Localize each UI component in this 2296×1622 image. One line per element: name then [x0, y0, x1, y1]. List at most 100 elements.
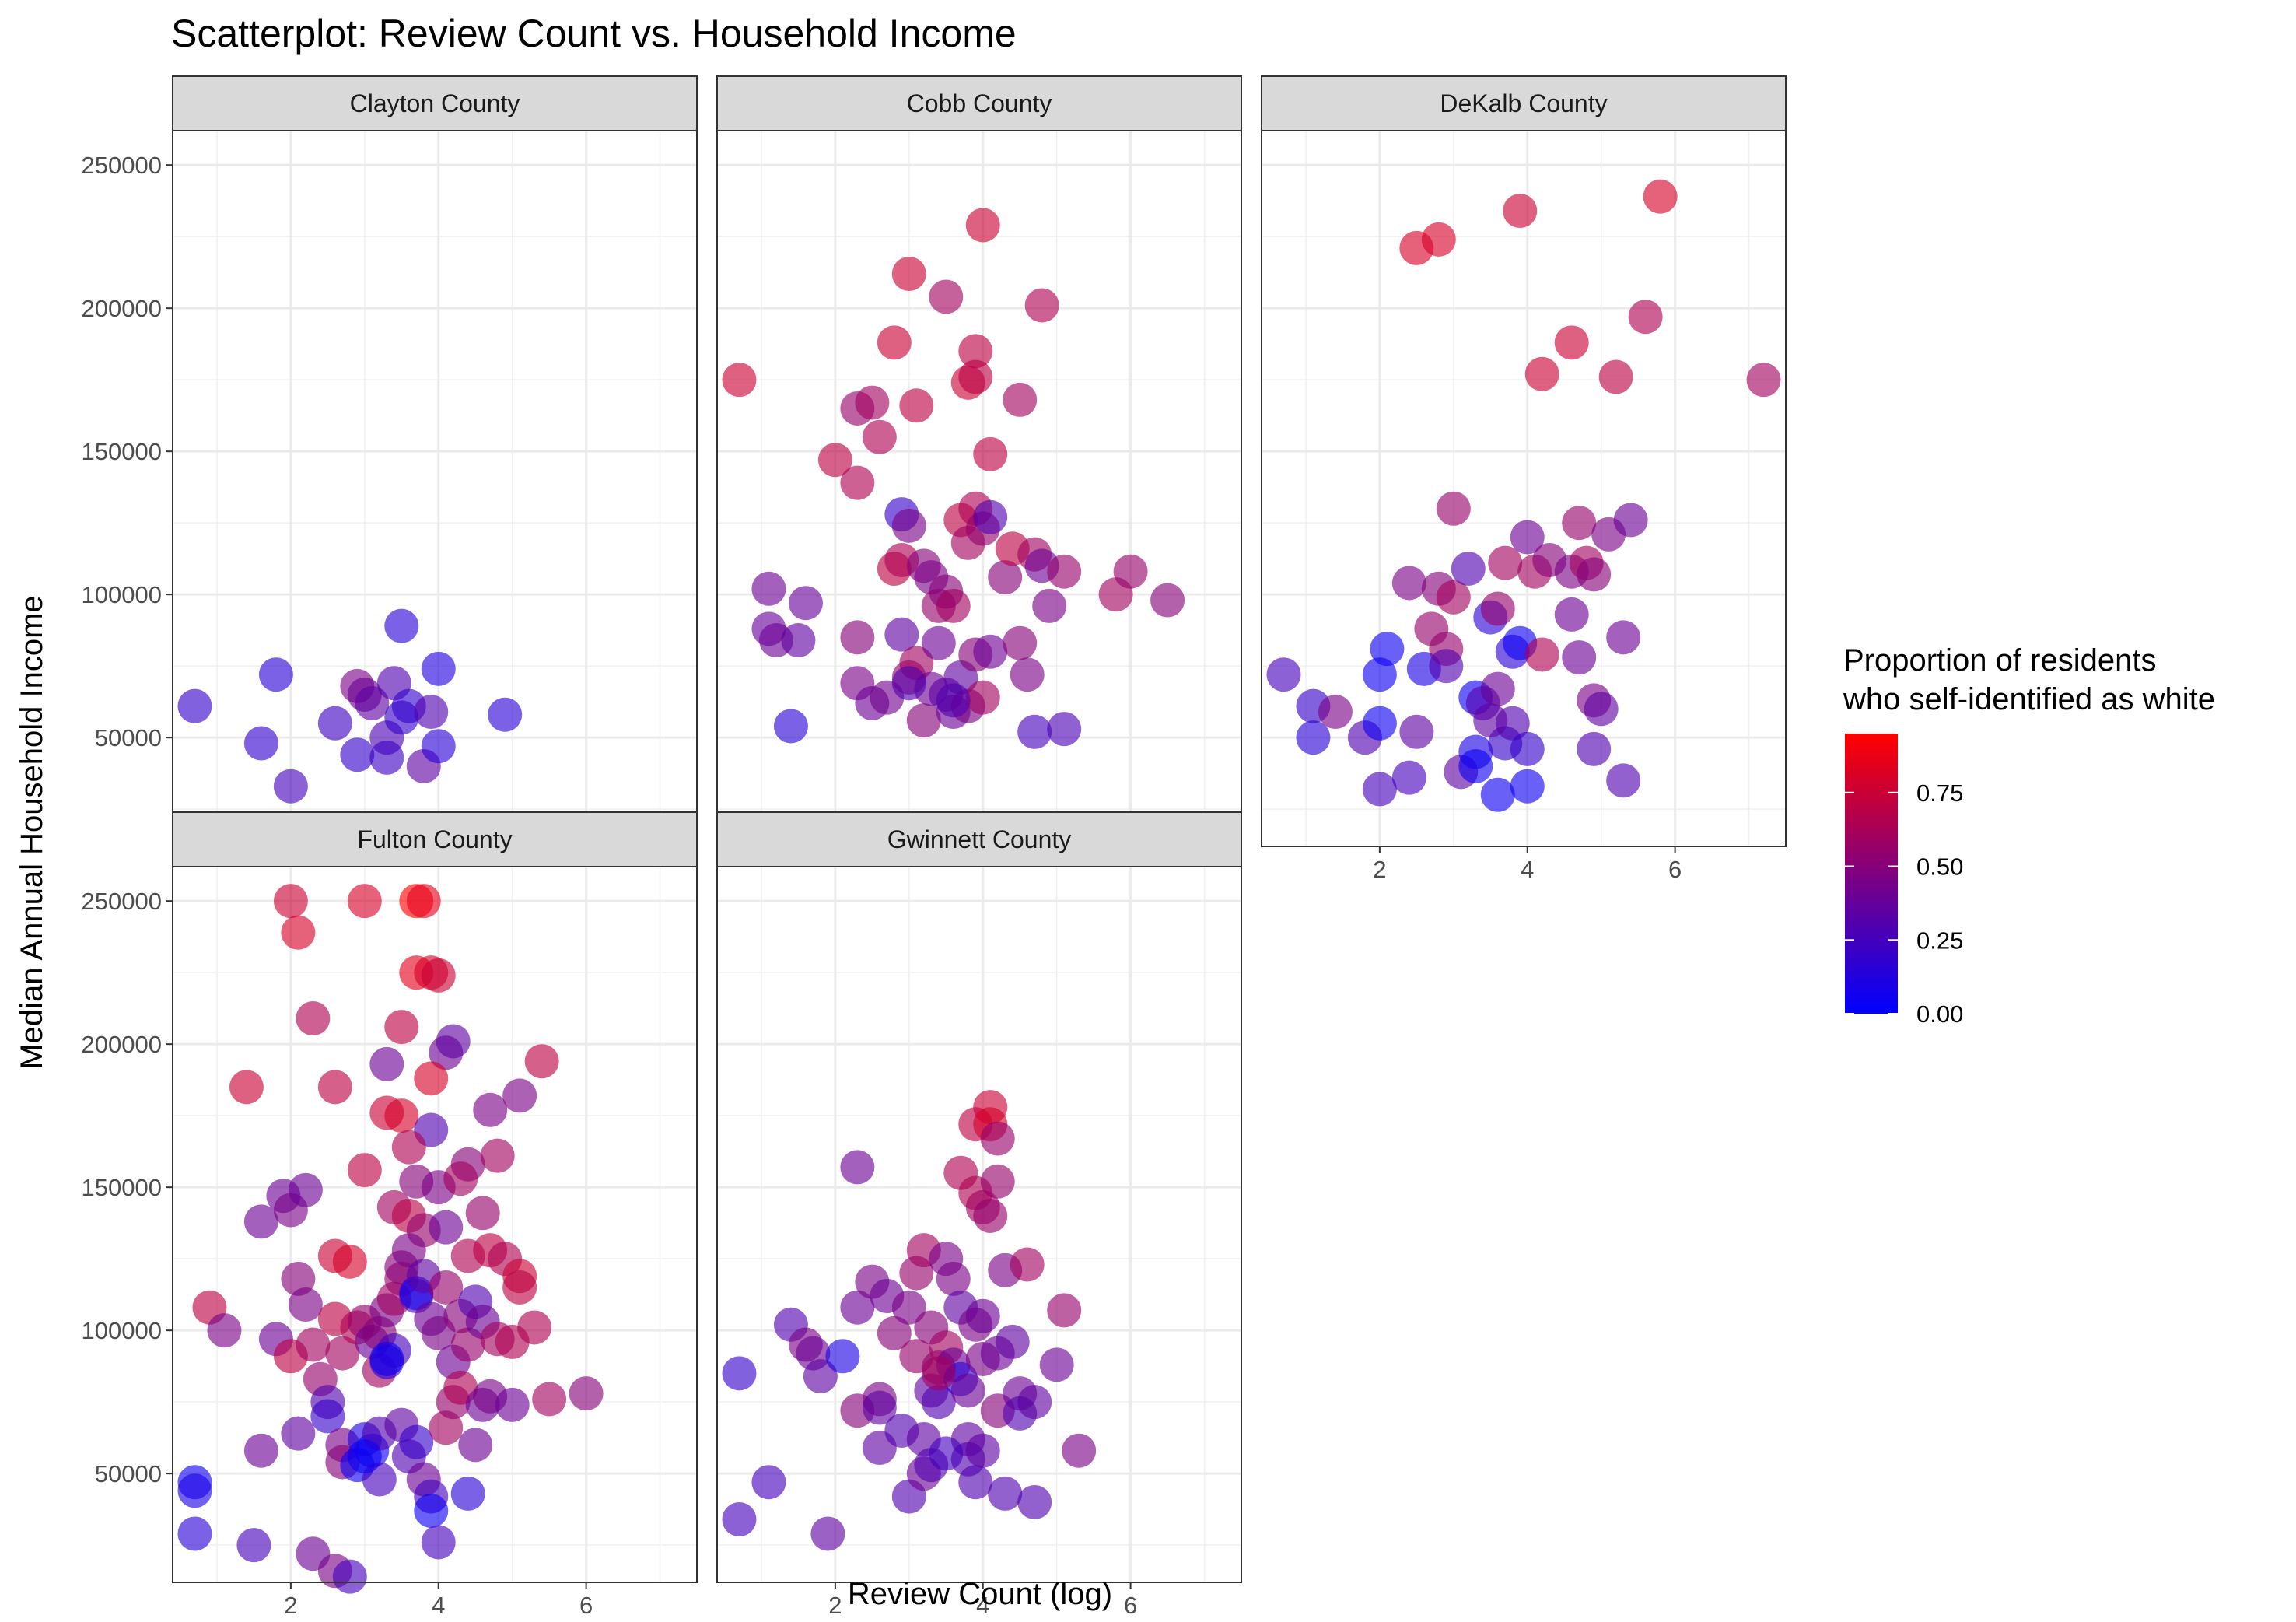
data-point: [384, 1098, 419, 1133]
x-tick-label: 4: [1521, 856, 1534, 883]
data-point: [980, 1164, 1015, 1199]
facet-panel-cobb-county: Cobb County: [716, 75, 1242, 847]
x-tick-label: 6: [1668, 856, 1682, 883]
data-point: [1047, 554, 1082, 589]
data-point: [1391, 760, 1426, 795]
data-point: [1017, 714, 1052, 749]
data-points: [177, 608, 523, 804]
data-point: [310, 1399, 345, 1434]
data-points: [722, 1090, 1097, 1551]
data-point: [921, 1356, 956, 1391]
data-point: [773, 709, 808, 744]
legend-tick-label: 0.75: [1916, 779, 1963, 807]
color-legend: Proportion of residents who self-identif…: [1843, 643, 2215, 1028]
data-point: [1613, 503, 1648, 538]
data-point: [1024, 288, 1059, 323]
data-point: [1746, 363, 1781, 398]
legend-tick-label: 0.00: [1916, 1000, 1963, 1028]
data-point: [1458, 748, 1493, 783]
data-point: [988, 560, 1023, 595]
panel-border: [172, 866, 698, 1583]
facet-panel-clayton-county: Clayton County 50000 100000 150000 200000 250…: [82, 75, 698, 847]
data-point: [722, 363, 757, 398]
data-point: [929, 1436, 964, 1471]
data-point: [273, 884, 308, 919]
data-point: [524, 1044, 559, 1079]
data-point: [929, 279, 964, 314]
y-tick-label: 200000: [82, 1031, 162, 1058]
data-point: [243, 1204, 278, 1239]
data-point: [1113, 554, 1148, 589]
data-point: [281, 1261, 316, 1296]
data-point: [399, 1424, 434, 1459]
data-point: [429, 1210, 464, 1245]
data-point: [347, 884, 382, 919]
data-point: [1062, 1433, 1097, 1468]
data-point: [1562, 640, 1597, 675]
data-point: [840, 620, 875, 655]
data-point: [1480, 591, 1515, 626]
y-tick-label: 150000: [82, 1174, 162, 1201]
data-point: [1480, 777, 1515, 812]
data-point: [950, 1373, 985, 1408]
data-point: [414, 1494, 449, 1528]
data-point: [450, 1476, 485, 1511]
data-point: [414, 695, 449, 730]
facet-strip-label: Cobb County: [907, 89, 1052, 117]
data-point: [1150, 583, 1185, 618]
data-point: [443, 1161, 478, 1196]
data-point: [921, 625, 956, 660]
data-point: [236, 1528, 271, 1563]
data-point: [391, 1233, 426, 1268]
data-point: [936, 683, 971, 718]
data-point: [1554, 325, 1589, 360]
data-point: [817, 443, 852, 478]
data-point: [980, 1121, 1015, 1156]
data-point: [1510, 731, 1545, 766]
data-point: [1554, 597, 1589, 632]
data-point: [1047, 712, 1082, 747]
data-point: [1503, 194, 1538, 229]
data-point: [803, 1359, 838, 1394]
data-point: [1510, 769, 1545, 804]
data-point: [421, 958, 456, 993]
data-point: [369, 1046, 404, 1081]
facet-strip: [172, 75, 698, 131]
data-point: [1488, 545, 1523, 580]
data-point: [1606, 763, 1641, 798]
data-point: [177, 688, 212, 723]
data-point: [936, 588, 971, 623]
data-points: [177, 884, 604, 1594]
y-tick-label: 150000: [82, 438, 162, 465]
data-point: [1370, 632, 1405, 667]
data-point: [936, 1261, 971, 1296]
facet-strip-label: DeKalb County: [1440, 89, 1607, 117]
data-point: [1010, 1247, 1045, 1282]
data-point: [207, 1313, 242, 1348]
facet-strip: [1261, 75, 1787, 131]
data-point: [317, 706, 352, 741]
data-point: [884, 617, 919, 652]
data-point: [332, 1559, 367, 1594]
data-point: [1003, 382, 1038, 417]
y-tick-label: 100000: [82, 581, 162, 608]
data-point: [877, 325, 912, 360]
data-point: [958, 359, 993, 394]
data-point: [751, 1465, 786, 1500]
data-point: [1391, 566, 1426, 601]
legend-title-line-2: who self-identified as white: [1843, 682, 2215, 716]
data-point: [1473, 703, 1508, 738]
data-point: [1429, 649, 1464, 684]
data-point: [1598, 359, 1633, 394]
data-point: [281, 1416, 316, 1451]
facet-panel-fulton-county: Fulton County 50000 100000 150000 200000 2500…: [82, 811, 698, 1619]
data-point: [973, 436, 1008, 471]
data-point: [810, 1516, 845, 1551]
data-point: [325, 1336, 360, 1371]
data-point: [177, 1473, 212, 1508]
legend-color-bar: [1845, 734, 1898, 1014]
data-point: [1577, 731, 1612, 766]
y-tick-label: 250000: [82, 152, 162, 179]
data-point: [502, 1270, 537, 1305]
